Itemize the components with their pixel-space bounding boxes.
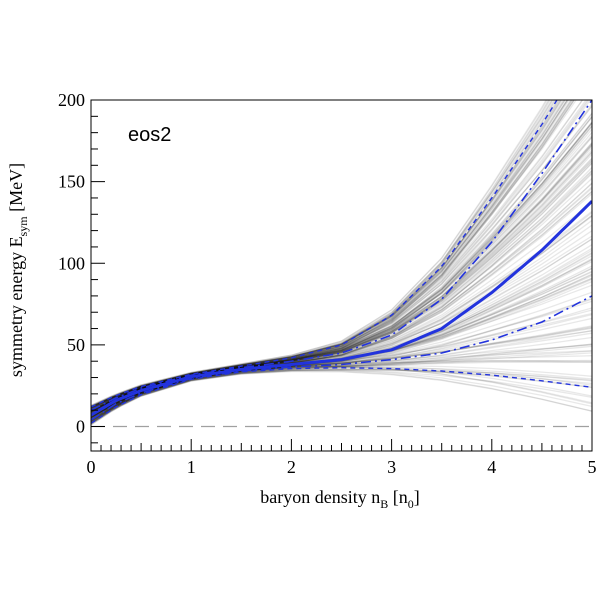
posterior-curve: [91, 100, 563, 408]
posterior-curve: [91, 366, 592, 425]
posterior-curve: [91, 313, 592, 421]
posterior-curve: [91, 273, 592, 419]
posterior-curve: [91, 100, 550, 407]
x-tick-label: 3: [387, 457, 396, 477]
panel-label: eos2: [128, 124, 171, 146]
posterior-curve: [91, 105, 592, 410]
posterior-curve: [91, 100, 557, 408]
posterior-curve: [91, 100, 561, 408]
series-line-upper-2: [91, 100, 592, 411]
posterior-curve: [91, 370, 592, 426]
posterior-curve: [91, 100, 568, 408]
posterior-curve: [91, 100, 563, 408]
posterior-curve: [91, 100, 556, 408]
posterior-curve: [91, 369, 592, 425]
posterior-curve: [91, 297, 592, 420]
x-axis-label: baryon density nB [n0]: [260, 487, 420, 511]
posterior-curve: [91, 100, 587, 410]
x-ticks: 0 1 2 3 4 5: [87, 439, 597, 477]
posterior-curve: [91, 100, 569, 408]
posterior-curve: [91, 100, 547, 406]
x-tick-label: 5: [588, 457, 597, 477]
y-axis-label: symmetry energy Esym [MeV]: [6, 163, 30, 377]
posterior-curve: [91, 326, 592, 421]
x-tick-label: 2: [287, 457, 296, 477]
posterior-curve: [91, 366, 592, 425]
posterior-curve: [91, 100, 584, 410]
posterior-curve: [91, 100, 564, 408]
posterior-curve: [91, 368, 592, 424]
posterior-curve: [91, 100, 569, 409]
y-tick-label: 50: [67, 335, 85, 355]
posterior-curve: [91, 249, 592, 418]
y-ticks: 0 50 100 150 200: [58, 90, 105, 444]
series-line-upper-3: [91, 100, 558, 408]
posterior-curve: [91, 369, 592, 425]
posterior-curve: [91, 369, 592, 425]
posterior-curve: [91, 100, 575, 409]
y-tick-label: 100: [58, 253, 85, 273]
x-tick-label: 0: [87, 457, 96, 477]
posterior-curve: [91, 100, 577, 409]
posterior-curve: [91, 369, 592, 425]
series-line-median: [91, 200, 592, 417]
posterior-curve: [91, 365, 592, 424]
y-tick-label: 0: [76, 417, 85, 437]
posterior-curve: [91, 100, 562, 408]
posterior-curve: [91, 100, 555, 407]
x-tick-label: 1: [187, 457, 196, 477]
posterior-curve: [91, 100, 548, 406]
posterior-curve: [91, 365, 592, 424]
posterior-curve: [91, 100, 592, 410]
posterior-curve: [91, 100, 566, 408]
series-line-lower-2: [91, 295, 592, 421]
y-tick-label: 150: [58, 172, 85, 192]
posterior-curve: [91, 317, 592, 421]
posterior-curve: [91, 100, 553, 407]
x-tick-label: 4: [487, 457, 496, 477]
posterior-curve: [91, 368, 592, 425]
posterior-curve: [91, 364, 592, 423]
posterior-curve: [91, 100, 560, 408]
series-layer: [91, 100, 592, 424]
y-tick-label: 200: [58, 90, 85, 110]
posterior-curve: [91, 325, 592, 421]
posterior-curve: [91, 100, 570, 409]
posterior-curve: [91, 100, 553, 407]
posterior-curve: [91, 238, 592, 417]
posterior-curve: [91, 258, 592, 419]
series-line-lower-3: [91, 366, 592, 424]
posterior-curve: [91, 370, 592, 426]
